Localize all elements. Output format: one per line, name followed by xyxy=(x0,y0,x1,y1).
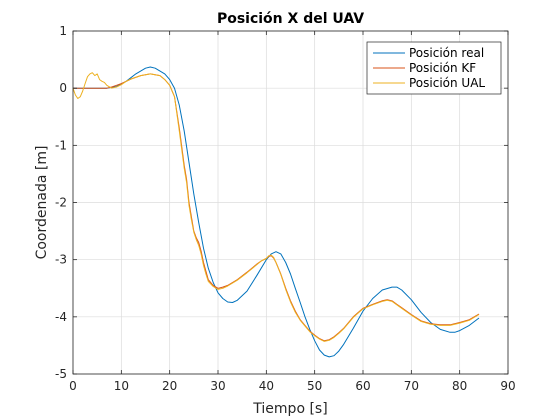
y-tick-label: -2 xyxy=(55,196,67,210)
x-tick-label: 60 xyxy=(355,379,370,393)
y-tick-label: -5 xyxy=(55,367,67,381)
y-tick-label: 0 xyxy=(59,81,67,95)
legend-label-1: Posición real xyxy=(409,46,484,60)
y-tick-label: -4 xyxy=(55,310,67,324)
chart-title: Posición X del UAV xyxy=(217,11,364,27)
x-tick-label: 50 xyxy=(307,379,322,393)
y-axis-label: Coordenada [m] xyxy=(34,146,50,260)
x-tick-label: 40 xyxy=(259,379,274,393)
x-tick-label: 0 xyxy=(69,379,77,393)
x-tick-label: 90 xyxy=(500,379,515,393)
x-tick-label: 20 xyxy=(162,379,177,393)
series-layer xyxy=(72,66,480,358)
x-tick-label: 80 xyxy=(452,379,467,393)
legend-label-2: Posición KF xyxy=(409,61,476,75)
x-tick-label: 30 xyxy=(210,379,225,393)
series-line-3 xyxy=(72,72,480,342)
legend-label-3: Posición UAL xyxy=(409,76,485,90)
y-tick-label: 1 xyxy=(59,24,67,38)
y-tick-label: -3 xyxy=(55,253,67,267)
x-tick-label: 10 xyxy=(114,379,129,393)
y-tick-label: -1 xyxy=(55,138,67,152)
x-tick-label: 70 xyxy=(404,379,419,393)
x-axis-label: Tiempo [s] xyxy=(252,401,327,417)
series-line-1 xyxy=(73,66,480,358)
ticks: 0 10 20 30 40 50 60 70 80 90 -5 -4 -3 -2 -1 0 1 xyxy=(55,24,516,393)
